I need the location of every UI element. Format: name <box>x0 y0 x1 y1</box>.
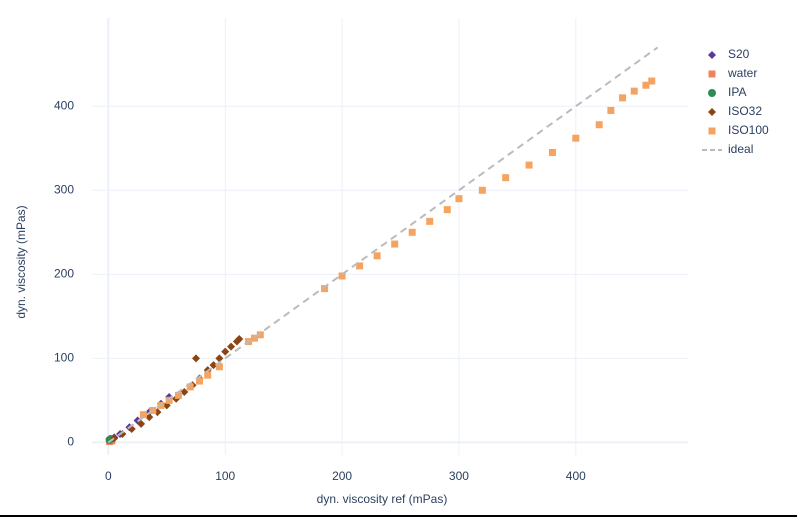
x-tick-label: 200 <box>332 469 352 483</box>
x-tick-label: 300 <box>449 469 469 483</box>
data-point <box>572 134 580 142</box>
data-point <box>165 396 173 404</box>
data-point <box>256 331 264 339</box>
legend-label: IPA <box>728 85 746 99</box>
y-tick-label: 0 <box>67 435 74 449</box>
data-point <box>391 240 399 248</box>
data-point <box>196 377 204 385</box>
data-point <box>443 206 451 214</box>
legend-swatch <box>708 51 716 59</box>
data-point <box>642 81 650 89</box>
data-point <box>408 228 416 236</box>
data-point <box>502 174 510 182</box>
ideal-line <box>107 46 659 444</box>
legend-swatch <box>708 108 716 116</box>
data-point <box>455 195 463 203</box>
data-point <box>619 94 627 102</box>
legend-label: ISO32 <box>728 104 762 118</box>
data-point <box>250 334 258 342</box>
y-tick-label: 400 <box>54 98 74 112</box>
data-point <box>607 106 615 114</box>
data-point <box>548 148 556 156</box>
legend-swatch <box>708 89 716 97</box>
data-point <box>235 335 244 344</box>
data-point <box>321 285 329 293</box>
legend-label: ISO100 <box>728 123 769 137</box>
data-point <box>192 354 201 363</box>
data-point <box>595 121 603 129</box>
data-point <box>174 391 182 399</box>
x-tick-label: 400 <box>566 469 586 483</box>
data-point <box>215 363 223 371</box>
data-point <box>525 161 533 169</box>
legend-item[interactable]: ideal <box>702 142 753 156</box>
data-point <box>373 252 381 260</box>
x-axis-title: dyn. viscosity ref (mPas) <box>317 492 448 506</box>
data-point <box>204 371 212 379</box>
legend-swatch <box>708 127 716 135</box>
legend-label: water <box>727 66 757 80</box>
data-point <box>209 361 218 370</box>
legend-swatch <box>708 70 716 78</box>
legend-item[interactable]: S20 <box>708 47 750 61</box>
legend-item[interactable]: ISO100 <box>708 123 770 137</box>
data-point <box>356 262 364 270</box>
x-tick-label: 100 <box>215 469 235 483</box>
data-point <box>215 354 224 363</box>
legend-item[interactable]: water <box>708 66 758 80</box>
legend-label: ideal <box>728 142 753 156</box>
data-point <box>227 342 236 351</box>
y-tick-label: 200 <box>54 266 74 280</box>
legend-label: S20 <box>728 47 750 61</box>
legend-item[interactable]: ISO32 <box>708 104 762 118</box>
data-point <box>648 77 656 85</box>
data-point <box>338 272 346 280</box>
data-point <box>139 411 147 419</box>
data-point <box>145 413 154 422</box>
data-point <box>478 186 486 194</box>
data-point <box>118 429 127 438</box>
data-point <box>630 87 638 95</box>
data-point <box>426 217 434 225</box>
x-tick-label: 0 <box>105 469 112 483</box>
data-point <box>137 419 146 428</box>
y-tick-label: 100 <box>54 351 74 365</box>
legend-item[interactable]: IPA <box>708 85 746 99</box>
data-point <box>221 347 230 356</box>
y-axis-title: dyn. viscosity (mPas) <box>14 205 28 318</box>
y-tick-label: 300 <box>54 182 74 196</box>
data-point <box>186 383 194 391</box>
